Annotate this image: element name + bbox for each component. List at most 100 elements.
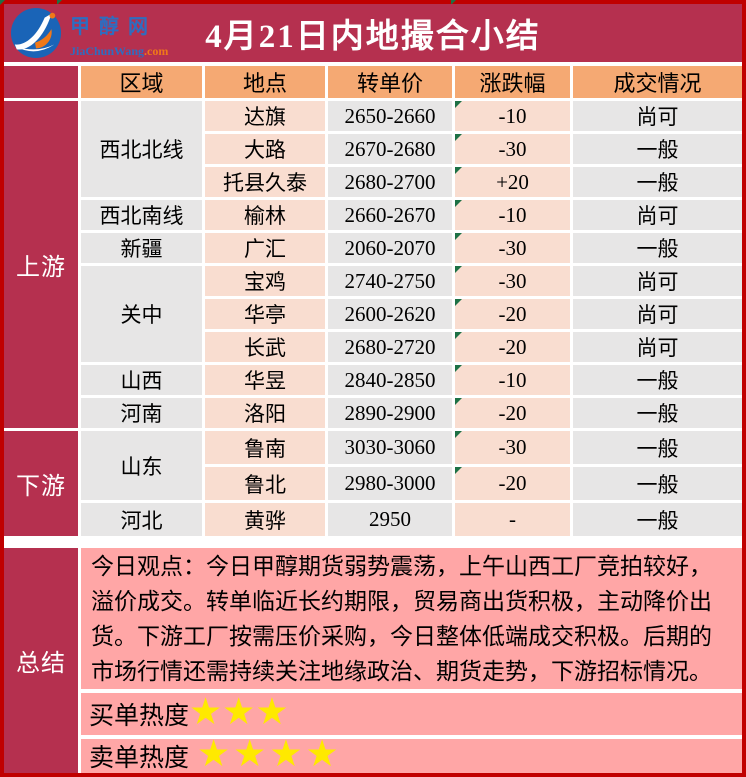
sidebar-downstream: 下游 <box>4 431 78 536</box>
place-cell: 鲁南 <box>205 431 325 464</box>
excel-indicator-icon <box>455 467 462 474</box>
star-rating-icon: ★★★ <box>189 691 289 733</box>
price-cell: 2670-2680 <box>328 134 452 164</box>
place-cell: 华昱 <box>205 365 325 395</box>
change-cell: -10 <box>455 365 570 395</box>
summary-text: 今日观点：今日甲醇期货弱势震荡，上午山西工厂竞拍较好，溢价成交。转单临近长约期限… <box>91 553 712 684</box>
status-cell: 尚可 <box>573 266 742 296</box>
change-value: -10 <box>498 103 527 128</box>
change-cell: -10 <box>455 101 570 131</box>
status-cell: 一般 <box>573 398 742 428</box>
sell-heat-label: 卖单热度 <box>89 745 190 772</box>
excel-indicator-icon <box>455 101 462 108</box>
excel-indicator-icon <box>455 398 462 405</box>
price-cell: 2660-2670 <box>328 200 452 230</box>
sidebar-summary: 总结 <box>4 548 78 773</box>
change-cell: - <box>455 503 570 536</box>
place-cell: 鲁北 <box>205 467 325 500</box>
place-cell: 宝鸡 <box>205 266 325 296</box>
place-cell: 华亭 <box>205 299 325 329</box>
change-cell: -20 <box>455 332 570 362</box>
jiachunwang-logo-icon <box>10 7 62 59</box>
change-value: -30 <box>498 435 527 459</box>
excel-indicator-icon <box>455 365 462 372</box>
price-cell: 2680-2700 <box>328 167 452 197</box>
price-cell: 3030-3060 <box>328 431 452 464</box>
buy-heat-row: 买单热度 ★★★ <box>81 693 742 735</box>
status-cell: 一般 <box>573 233 742 263</box>
logo-en-text: JiaChunWang <box>70 44 145 58</box>
excel-indicator-icon <box>455 299 462 306</box>
change-value: - <box>509 507 516 531</box>
logo-site-name: JiaChunWang.com <box>70 44 190 59</box>
excel-indicator-icon <box>455 134 462 141</box>
change-value: -20 <box>498 471 527 495</box>
sidebar-upstream: 上游 <box>4 101 78 428</box>
col-header-change: 涨跌幅 <box>455 66 570 98</box>
excel-speck-icon <box>0 0 5 5</box>
change-cell: -30 <box>455 431 570 464</box>
logo-text: 甲醇网 JiaChunWang.com <box>70 10 190 59</box>
change-cell: +20 <box>455 167 570 197</box>
sidebar-header-cell <box>4 66 78 98</box>
status-cell: 尚可 <box>573 101 742 131</box>
status-cell: 一般 <box>573 365 742 395</box>
region-cell: 河北 <box>81 503 202 536</box>
price-cell: 2060-2070 <box>328 233 452 263</box>
place-cell: 广汇 <box>205 233 325 263</box>
col-header-status: 成交情况 <box>573 66 742 98</box>
region-cell: 山西 <box>81 365 202 395</box>
region-cell: 新疆 <box>81 233 202 263</box>
change-cell: -10 <box>455 200 570 230</box>
sell-heat-row: 卖单热度 ★★★★ <box>81 736 742 773</box>
price-cell: 2950 <box>328 503 452 536</box>
region-cell: 河南 <box>81 398 202 428</box>
status-cell: 尚可 <box>573 299 742 329</box>
price-cell: 2680-2720 <box>328 332 452 362</box>
region-cell: 山东 <box>81 431 202 500</box>
excel-indicator-icon <box>455 200 462 207</box>
place-cell: 长武 <box>205 332 325 362</box>
change-value: -30 <box>498 136 527 161</box>
buy-heat-label: 买单热度 <box>89 703 190 730</box>
place-cell: 黄骅 <box>205 503 325 536</box>
price-cell: 2740-2750 <box>328 266 452 296</box>
status-cell: 一般 <box>573 134 742 164</box>
title-bar: 甲醇网 JiaChunWang.com 4月21日内地撮合小结 <box>4 4 742 62</box>
col-header-price: 转单价 <box>328 66 452 98</box>
content-area: 甲醇网 JiaChunWang.com 4月21日内地撮合小结 上游 下游 总结… <box>4 4 742 773</box>
excel-indicator-icon <box>455 233 462 240</box>
status-cell: 尚可 <box>573 200 742 230</box>
region-cell: 关中 <box>81 266 202 362</box>
change-value: +20 <box>496 169 529 194</box>
place-cell: 达旗 <box>205 101 325 131</box>
region-cell: 西北北线 <box>81 101 202 197</box>
price-cell: 2650-2660 <box>328 101 452 131</box>
change-cell: -30 <box>455 266 570 296</box>
page-title: 4月21日内地撮合小结 <box>205 19 541 55</box>
change-value: -20 <box>498 400 527 425</box>
logo-cn-name: 甲醇网 <box>70 16 157 38</box>
status-cell: 一般 <box>573 503 742 536</box>
change-cell: -20 <box>455 299 570 329</box>
change-value: -10 <box>498 202 527 227</box>
excel-speck-icon <box>57 0 62 5</box>
excel-indicator-icon <box>455 266 462 273</box>
change-value: -20 <box>498 301 527 326</box>
change-value: -30 <box>498 235 527 260</box>
change-value: -10 <box>498 367 527 392</box>
excel-indicator-icon <box>455 431 462 438</box>
price-cell: 2890-2900 <box>328 398 452 428</box>
place-cell: 榆林 <box>205 200 325 230</box>
change-cell: -20 <box>455 467 570 500</box>
change-cell: -30 <box>455 233 570 263</box>
status-cell: 尚可 <box>573 332 742 362</box>
excel-indicator-icon <box>455 332 462 339</box>
col-header-place: 地点 <box>205 66 325 98</box>
region-cell: 西北南线 <box>81 200 202 230</box>
price-cell: 2980-3000 <box>328 467 452 500</box>
change-cell: -30 <box>455 134 570 164</box>
place-cell: 洛阳 <box>205 398 325 428</box>
summary-box: 今日观点：今日甲醇期货弱势震荡，上午山西工厂竞拍较好，溢价成交。转单临近长约期限… <box>81 548 742 689</box>
